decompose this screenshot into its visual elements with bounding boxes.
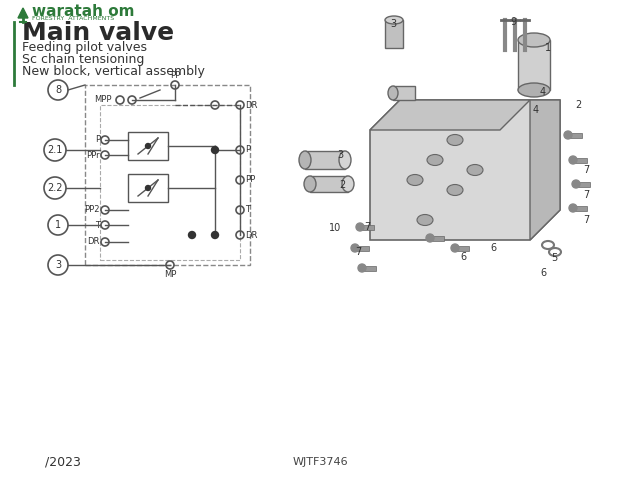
Polygon shape <box>360 225 374 229</box>
Text: 4: 4 <box>540 87 546 97</box>
Text: 2.1: 2.1 <box>47 145 63 155</box>
Text: 3: 3 <box>337 150 343 160</box>
Circle shape <box>572 180 580 188</box>
Bar <box>518 40 550 90</box>
Circle shape <box>358 264 366 272</box>
Text: WJTF3746: WJTF3746 <box>292 457 348 467</box>
Polygon shape <box>576 181 590 187</box>
Circle shape <box>451 244 459 252</box>
Polygon shape <box>455 245 469 251</box>
Text: MPP: MPP <box>95 96 112 105</box>
Ellipse shape <box>388 86 398 100</box>
Text: T: T <box>95 220 100 229</box>
Circle shape <box>351 244 359 252</box>
Text: 7: 7 <box>355 247 361 257</box>
Circle shape <box>211 231 218 239</box>
Text: 9: 9 <box>510 17 516 27</box>
Text: Feeding pilot valves: Feeding pilot valves <box>22 41 147 55</box>
Bar <box>85 85 250 265</box>
Text: FORESTRY  ATTACHMENTS: FORESTRY ATTACHMENTS <box>32 15 114 21</box>
Ellipse shape <box>407 175 423 185</box>
Circle shape <box>211 146 218 154</box>
Polygon shape <box>355 245 369 251</box>
Text: P: P <box>95 135 100 144</box>
Text: 2: 2 <box>339 180 345 190</box>
Text: DR: DR <box>245 100 257 109</box>
Circle shape <box>569 156 577 164</box>
Text: P: P <box>245 145 250 155</box>
Bar <box>100 105 240 260</box>
Text: 7: 7 <box>583 165 589 175</box>
Text: 5: 5 <box>551 253 557 263</box>
Text: /2023: /2023 <box>45 456 81 468</box>
Text: 6: 6 <box>540 268 546 278</box>
Text: 3: 3 <box>390 19 396 29</box>
Circle shape <box>145 144 150 148</box>
Text: 7: 7 <box>364 222 370 232</box>
Text: 6: 6 <box>460 252 466 262</box>
Text: T: T <box>245 205 250 215</box>
Ellipse shape <box>417 215 433 226</box>
Bar <box>393 86 415 100</box>
Bar <box>310 176 348 192</box>
Polygon shape <box>568 132 582 137</box>
Polygon shape <box>18 8 28 18</box>
Ellipse shape <box>467 165 483 176</box>
Text: Main valve: Main valve <box>22 21 174 45</box>
Text: 1: 1 <box>545 43 551 53</box>
Text: 1: 1 <box>55 220 61 230</box>
Ellipse shape <box>299 151 311 169</box>
Ellipse shape <box>447 184 463 195</box>
Text: 7: 7 <box>583 215 589 225</box>
Circle shape <box>426 234 434 242</box>
Circle shape <box>564 131 572 139</box>
Text: Sc chain tensioning: Sc chain tensioning <box>22 53 145 67</box>
Text: 10: 10 <box>329 223 341 233</box>
Text: New block, vertical assembly: New block, vertical assembly <box>22 65 205 79</box>
Text: 2.2: 2.2 <box>47 183 63 193</box>
Bar <box>128 174 168 202</box>
Polygon shape <box>370 100 560 240</box>
Ellipse shape <box>518 33 550 47</box>
Ellipse shape <box>385 16 403 24</box>
Text: DR: DR <box>245 230 257 240</box>
Polygon shape <box>370 100 530 130</box>
Text: PP2: PP2 <box>84 205 100 215</box>
Polygon shape <box>362 265 376 271</box>
Text: waratah om: waratah om <box>32 4 134 20</box>
Text: 2: 2 <box>575 100 581 110</box>
Circle shape <box>569 204 577 212</box>
Ellipse shape <box>427 155 443 166</box>
Bar <box>305 151 345 169</box>
Ellipse shape <box>447 134 463 145</box>
Text: 4: 4 <box>533 105 539 115</box>
Ellipse shape <box>518 83 550 97</box>
Text: DR: DR <box>88 238 100 247</box>
Text: PPr: PPr <box>86 151 100 159</box>
Text: MP: MP <box>164 270 176 279</box>
Circle shape <box>356 223 364 231</box>
Text: PP: PP <box>245 176 255 184</box>
Text: PP: PP <box>170 71 180 80</box>
Bar <box>385 20 403 48</box>
Circle shape <box>189 231 195 239</box>
Ellipse shape <box>339 151 351 169</box>
Polygon shape <box>573 205 587 211</box>
Bar <box>128 132 168 160</box>
Text: 7: 7 <box>583 190 589 200</box>
Text: 6: 6 <box>490 243 496 253</box>
Ellipse shape <box>304 176 316 192</box>
Polygon shape <box>530 100 560 240</box>
Circle shape <box>145 185 150 191</box>
Text: 3: 3 <box>55 260 61 270</box>
Polygon shape <box>430 236 444 240</box>
Ellipse shape <box>342 176 354 192</box>
Text: 8: 8 <box>55 85 61 95</box>
Polygon shape <box>573 157 587 163</box>
